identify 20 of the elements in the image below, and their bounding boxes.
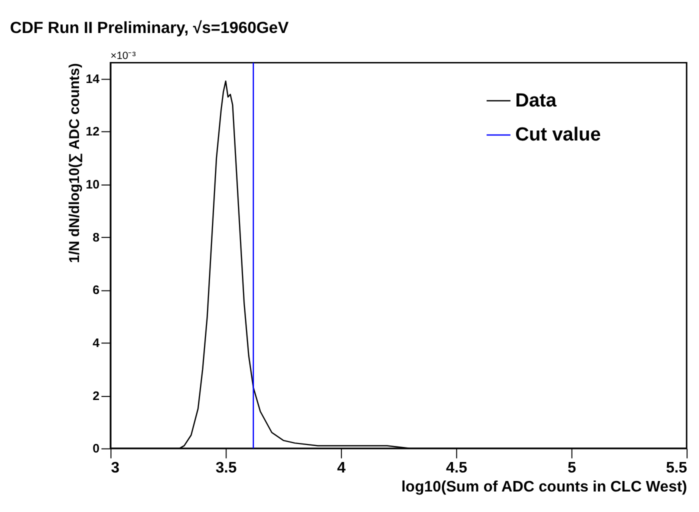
x-tick-label: 5 (568, 460, 577, 477)
chart-title: CDF Run II Preliminary, √s=1960GeV (10, 19, 289, 38)
x-tick-label: 4.5 (446, 460, 468, 477)
text: ×10⁻³ (110, 50, 136, 62)
y-tick-label: 2 (92, 388, 100, 403)
x-axis-title: log10(Sum of ADC counts in CLC West) (401, 478, 688, 496)
x-tick-label: 4 (337, 460, 346, 477)
y-tick-label: 10 (86, 177, 100, 192)
y-tick-label: 6 (92, 283, 100, 298)
y-axis-title: 1/N dN/dlog10(∑ ADC counts) (67, 62, 84, 263)
y-tick-label: 12 (86, 124, 100, 139)
legend-label: Data (515, 90, 557, 112)
x-tick-label: 5.5 (666, 460, 688, 477)
y-tick-label: 0 (92, 442, 100, 456)
y-tick-label: 14 (86, 72, 100, 86)
x-tick-label: 3 (110, 460, 120, 477)
y-tick-label: 4 (92, 336, 100, 350)
legend-label: Cut value (515, 124, 601, 146)
x-tick-label: 3.5 (216, 460, 238, 477)
y-tick-label: 8 (92, 230, 100, 244)
